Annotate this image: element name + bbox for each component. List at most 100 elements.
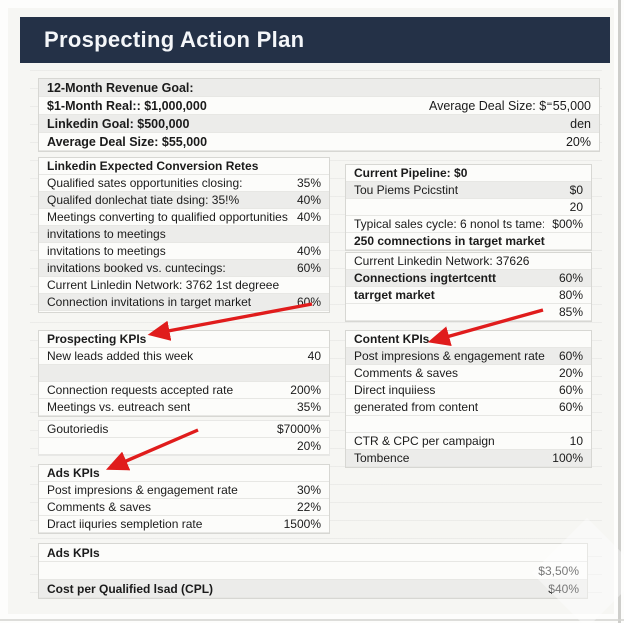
table-row[interactable]: 20% (39, 438, 329, 455)
table-row[interactable]: Ads KPIs (39, 465, 329, 482)
table-row[interactable]: Connection invitations in target market 6… (39, 294, 329, 311)
table-row[interactable]: Qualified sates opportunities closing: 35… (39, 175, 329, 192)
cell-label: Ads KPIs (47, 545, 100, 560)
cell-label: Meetings vs. eutreach sent (47, 400, 191, 414)
table-row[interactable]: CTR & CPC per campaign 10 (346, 433, 591, 450)
cell-value: 60% (558, 383, 583, 397)
network-table: Current Linkedin Network: 37626 Connectio… (345, 252, 592, 322)
table-row[interactable]: Content KPIs (346, 331, 591, 348)
cell-value: $00% (552, 217, 583, 231)
table-row[interactable]: Tombence 100% (346, 450, 591, 467)
cell-value: $40% (548, 581, 579, 596)
table-row[interactable]: Post impresions & engagement rate 60% (346, 348, 591, 365)
pipeline-table: Current Pipeline: $0 Tou Piems Pcicstint $… (345, 164, 592, 251)
cell-label: New leads added this week (47, 349, 194, 363)
table-row[interactable]: invitations to meetings (39, 226, 329, 243)
cell-label: Current Pipeline: $0 (354, 166, 468, 180)
cell-value: 40% (296, 244, 321, 258)
cell-value: 20% (565, 134, 591, 149)
table-row[interactable]: Prospecting KPIs (39, 331, 329, 348)
table-row[interactable]: $3,50% (39, 562, 587, 580)
cell-label: Tou Piems Pcicstint (354, 183, 459, 197)
cell-label: 12-Month Revenue Goal: (47, 80, 194, 95)
table-row[interactable]: 20 (346, 199, 591, 216)
cell-label: Qualified sates opportunities closing: (47, 176, 243, 190)
table-row[interactable]: 85% (346, 304, 591, 321)
table-row[interactable]: Qualifed donlechat tiate dsing: 35!% 40% (39, 192, 329, 209)
cell-value: 30% (296, 483, 321, 497)
cell-value: 40% (296, 193, 321, 207)
cell-label: invitations booked vs. cuntecings: (47, 261, 226, 275)
cell-value: 60% (558, 349, 583, 363)
table-row[interactable]: Current Linledin Network: 3762 1st degre… (39, 277, 329, 294)
cell-value: 20% (558, 366, 583, 380)
table-row[interactable]: Average Deal Size: $55,000 20% (39, 133, 599, 151)
cell-label: Content KPIs (354, 332, 430, 346)
cell-label: Post impresions & engagement rate (47, 483, 238, 497)
cell-value: 60% (558, 400, 583, 414)
cell-label: Tombence (354, 451, 410, 465)
table-row[interactable]: Comments & saves 20% (346, 365, 591, 382)
cell-label: Comments & saves (354, 366, 459, 380)
table-row[interactable]: invitations booked vs. cuntecings: 60% (39, 260, 329, 277)
misc-totals-table: Goutoriedis $7000% 20% (38, 420, 330, 456)
table-row[interactable]: Linkedin Expected Conversion Retes (39, 158, 329, 175)
table-row[interactable]: generated from content 60% (346, 399, 591, 416)
table-row[interactable]: Current Pipeline: $0 (346, 165, 591, 182)
cell-label: CTR & CPC per campaign (354, 434, 495, 448)
table-row[interactable]: Comments & saves 22% (39, 499, 329, 516)
cell-value: 20% (296, 439, 321, 453)
cell-label: Connections ingtertcentt (354, 271, 497, 285)
cell-value: 22% (296, 500, 321, 514)
table-row[interactable]: Typical sales cycle: 6 nonol ts tame: $00… (346, 216, 591, 233)
table-row[interactable]: Connections ingtertcentt 60% (346, 270, 591, 287)
table-row[interactable]: 12-Month Revenue Goal: (39, 79, 599, 97)
ads-cost-table: Ads KPIs $3,50% Cost per Qualified lsad (C… (38, 543, 588, 599)
cell-value: 200% (290, 383, 321, 397)
cell-value: 40 (307, 349, 321, 363)
table-row[interactable]: New leads added this week 40 (39, 348, 329, 365)
table-row[interactable]: Post impresions & engagement rate 30% (39, 482, 329, 499)
table-row[interactable]: Goutoriedis $7000% (39, 421, 329, 438)
ads-kpis-table: Ads KPIs Post impresions & engagement rat… (38, 464, 330, 534)
cell-label: Current Linledin Network: 3762 1st degre… (47, 278, 280, 292)
cell-label: Meetings converting to qualified opportu… (47, 210, 289, 224)
cell-label: Current Linkedin Network: 37626 (354, 254, 530, 268)
cell-value: 20 (569, 200, 583, 214)
cell-label: invitations to meetings (47, 244, 166, 258)
table-row[interactable]: $1-Month Real:: $1,000,000 Average Deal S… (39, 97, 599, 115)
table-row[interactable]: Direct inquiiess 60% (346, 382, 591, 399)
cell-value: $3,50% (538, 563, 579, 578)
cell-value: 35% (296, 400, 321, 414)
cell-value: 60% (296, 295, 321, 309)
cell-label: Qualifed donlechat tiate dsing: 35!% (47, 193, 240, 207)
table-row[interactable]: tarrget market 80% (346, 287, 591, 304)
table-row[interactable]: Meetings vs. eutreach sent 35% (39, 399, 329, 416)
prospecting-kpis-table: Prospecting KPIs New leads added this wee… (38, 330, 330, 417)
table-row[interactable]: Current Linkedin Network: 37626 (346, 253, 591, 270)
cell-label: Cost per Qualified lsad (CPL) (47, 581, 214, 596)
cell-label: generated from content (354, 400, 479, 414)
cell-value: 1500% (283, 517, 321, 531)
table-row[interactable]: Connection requests accepted rate 200% (39, 382, 329, 399)
table-row[interactable]: Cost per Qualified lsad (CPL) $40% (39, 580, 587, 598)
table-row[interactable]: Linkedin Goal: $500,000 den (39, 115, 599, 133)
table-row[interactable]: Tou Piems Pcicstint $0 (346, 182, 591, 199)
table-row[interactable]: Dract iiquries sempletion rate 1500% (39, 516, 329, 533)
cell-value: 80% (558, 288, 583, 302)
table-row[interactable]: invitations to meetings 40% (39, 243, 329, 260)
table-row[interactable] (39, 365, 329, 382)
cell-label: invitations to meetings (47, 227, 166, 241)
cell-value: den (570, 116, 591, 131)
cell-value: 100% (552, 451, 583, 465)
cell-label: Typical sales cycle: 6 nonol ts tame: (354, 217, 545, 231)
table-row[interactable]: Ads KPIs (39, 544, 587, 562)
cell-value: $0 (569, 183, 583, 197)
cell-value: Average Deal Size: $⁼55,000 (428, 99, 591, 113)
table-row[interactable]: Meetings converting to qualified opportu… (39, 209, 329, 226)
cell-value: 10 (569, 434, 583, 448)
table-row[interactable]: 250 comnections in target market (346, 233, 591, 250)
table-row[interactable] (346, 416, 591, 433)
cell-value: $7000% (276, 422, 321, 436)
